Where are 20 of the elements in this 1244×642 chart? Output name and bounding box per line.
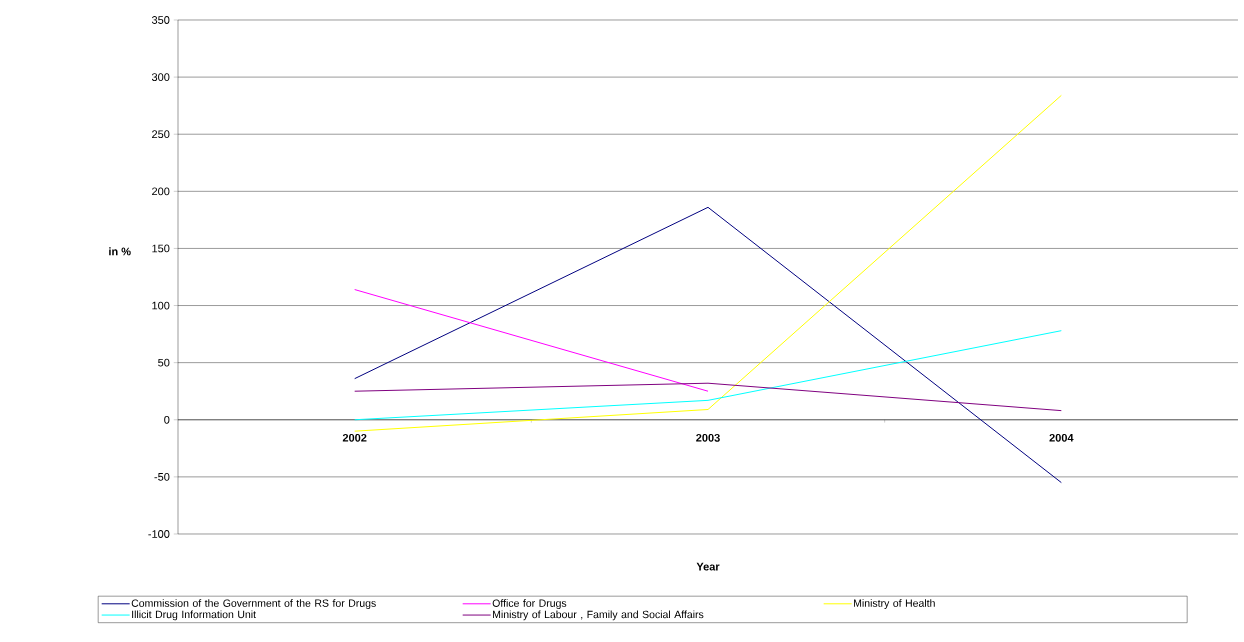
legend-label: Ministry of Health xyxy=(854,599,935,609)
legend-label: Office for Drugs xyxy=(492,599,567,609)
x-tick-label: 2004 xyxy=(1049,433,1074,442)
legend-label: Commission of the Government of the RS for Drugs xyxy=(131,599,376,609)
y-tick-label: 150 xyxy=(152,244,170,253)
y-tick-label: 0 xyxy=(164,415,170,424)
legend-label: Ministry of Labour , Family and Social Affairs xyxy=(493,610,704,621)
legend-label: Illicit Drug Information Unit xyxy=(132,610,256,621)
y-tick-label: 300 xyxy=(151,73,170,81)
x-axis-title: Year xyxy=(696,562,720,571)
y-tick-label: 50 xyxy=(158,358,170,367)
y-axis-title: in % xyxy=(109,247,131,256)
x-tick-label: 2003 xyxy=(696,433,720,442)
y-tick-label: 100 xyxy=(152,301,170,310)
y-tick-label: 200 xyxy=(152,187,170,196)
y-tick-label: 350 xyxy=(151,16,170,24)
y-tick-label: 250 xyxy=(152,130,170,139)
y-tick-label: -50 xyxy=(154,472,170,481)
x-tick-label: 2002 xyxy=(342,433,367,442)
y-tick-label: -100 xyxy=(148,530,170,538)
